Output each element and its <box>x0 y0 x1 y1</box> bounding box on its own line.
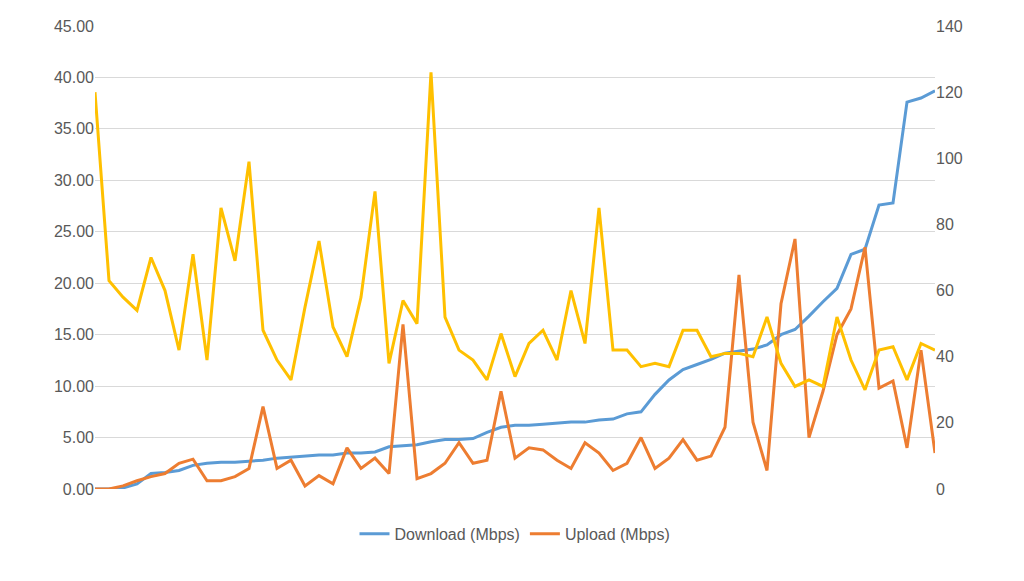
svg-text:15.00: 15.00 <box>54 326 94 343</box>
svg-text:40: 40 <box>936 348 954 365</box>
svg-text:5.00: 5.00 <box>63 429 94 446</box>
svg-text:100: 100 <box>936 150 963 167</box>
svg-text:20.00: 20.00 <box>54 275 94 292</box>
svg-text:140: 140 <box>936 18 963 35</box>
svg-text:0: 0 <box>936 481 945 498</box>
svg-text:Upload (Mbps): Upload (Mbps) <box>565 526 670 543</box>
svg-text:0.00: 0.00 <box>63 481 94 498</box>
svg-text:25.00: 25.00 <box>54 223 94 240</box>
svg-text:10.00: 10.00 <box>54 378 94 395</box>
svg-text:35.00: 35.00 <box>54 120 94 137</box>
svg-text:45.00: 45.00 <box>54 18 94 35</box>
svg-text:40.00: 40.00 <box>54 69 94 86</box>
svg-text:30.00: 30.00 <box>54 172 94 189</box>
svg-text:20: 20 <box>936 414 954 431</box>
svg-text:120: 120 <box>936 84 963 101</box>
svg-text:80: 80 <box>936 216 954 233</box>
svg-text:Download (Mbps): Download (Mbps) <box>395 526 520 543</box>
svg-text:60: 60 <box>936 282 954 299</box>
